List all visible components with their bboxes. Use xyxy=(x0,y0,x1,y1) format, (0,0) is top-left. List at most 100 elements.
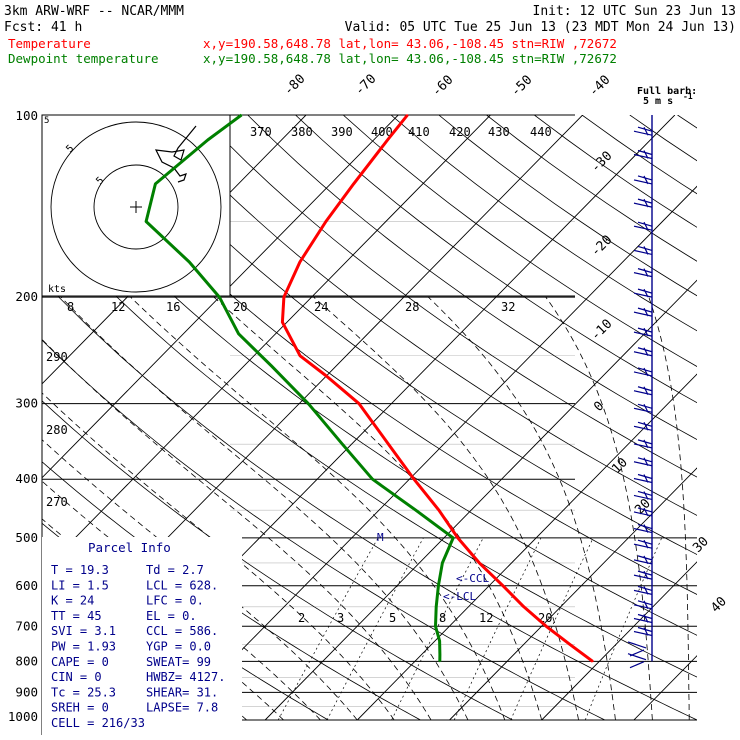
parcel-info-left: CELL = 216/33 xyxy=(51,716,145,730)
parcel-info-right: EL = 0. xyxy=(146,609,197,623)
isotherm xyxy=(449,467,697,721)
isotherm-label: -70 xyxy=(352,72,379,99)
theta-e-label: 390 xyxy=(331,125,353,139)
ccl-marker: <-CCL xyxy=(456,572,489,585)
temperature-point xyxy=(386,139,389,141)
pressure-tick-400: 400 xyxy=(15,471,38,486)
hodograph: 5 5 5 kts xyxy=(41,114,231,297)
wind-barb xyxy=(633,245,653,256)
dry-adiabat xyxy=(581,115,697,195)
wind-barb xyxy=(633,523,653,534)
wind-barb xyxy=(633,268,653,278)
mixing-ratio-upper-label: 16 xyxy=(166,300,180,314)
dry-adiabat xyxy=(342,115,697,367)
forecast-hour: Fcst: 41 h xyxy=(4,20,82,35)
temperature-point xyxy=(406,114,409,116)
isotherm xyxy=(172,185,697,721)
dewpoint-label: Dewpoint temperature xyxy=(8,51,159,66)
theta-e-label: 440 xyxy=(530,125,552,139)
wind-barb xyxy=(633,626,653,637)
parcel-info-right: SHEAR= 31. xyxy=(146,685,218,699)
wind-barb xyxy=(633,473,653,484)
wind-barb xyxy=(633,126,653,136)
wind-barb xyxy=(633,570,653,580)
hodograph-ring-outer xyxy=(50,121,222,293)
mixing-ratio-line xyxy=(277,537,379,721)
pressure-tick-300: 300 xyxy=(15,396,38,411)
mixing-ratio-upper-label: 32 xyxy=(501,300,515,314)
theta-e-label: 400 xyxy=(371,125,393,139)
isotherm xyxy=(633,655,697,721)
dewpoint-point xyxy=(341,443,344,446)
wind-barb xyxy=(633,585,653,595)
dewpoint-point xyxy=(371,478,374,481)
moist-adiabat xyxy=(42,338,432,721)
mixing-ratio-upper-label: 28 xyxy=(405,300,419,314)
wind-key-exponent: -1 xyxy=(683,92,693,101)
dry-adiabat xyxy=(151,115,697,516)
dewpoint-point xyxy=(240,114,243,116)
mixing-ratio-upper-label: 12 xyxy=(111,300,125,314)
wind-barb xyxy=(633,421,653,431)
parcel-info-right: LCL = 628. xyxy=(146,578,218,592)
temperature-point xyxy=(283,296,285,298)
parcel-info-left: SVI = 3.1 xyxy=(51,624,116,638)
dewpoint-point xyxy=(434,625,437,628)
chart-labels: 100 200 300 400 500 600 700 800 900 1000 -80 -70 -60… xyxy=(8,72,730,724)
dewpoint-point xyxy=(218,296,221,298)
dry-adiabat xyxy=(534,115,697,228)
dry-adiabat xyxy=(295,115,697,404)
dry-adiabat xyxy=(42,157,697,636)
temperature-profile xyxy=(280,114,594,663)
isotherm-label: -80 xyxy=(281,72,308,99)
dewpoint-point xyxy=(145,220,147,223)
mixing-ratio-upper-label: 8 xyxy=(67,300,74,314)
temperature-point xyxy=(413,478,415,481)
dewpoint-point xyxy=(435,606,438,608)
wind-barb xyxy=(633,367,653,377)
wind-barb xyxy=(633,490,653,501)
dewpoint-point xyxy=(452,537,455,539)
isotherm-label: 10 xyxy=(609,455,631,477)
temperature-point xyxy=(478,562,481,564)
pressure-tick-500: 500 xyxy=(15,530,38,545)
moist-adiabat xyxy=(60,296,469,721)
isotherm-label: 40 xyxy=(708,594,730,616)
isotherm-label: -10 xyxy=(588,317,615,344)
dry-adiabat xyxy=(247,115,697,440)
parcel-info-right: SWEAT= 99 xyxy=(146,655,211,669)
temperature-point xyxy=(502,585,504,587)
hodograph-trace xyxy=(154,125,197,183)
isotherm-label: -40 xyxy=(586,73,613,100)
lcl-marker: <-LCL xyxy=(443,590,476,603)
temperature-point xyxy=(438,509,440,512)
temperature-point xyxy=(281,321,284,324)
temperature-point xyxy=(352,183,355,185)
dry-adiabat xyxy=(677,115,697,129)
mixing-ratio-lower-label: 5 xyxy=(389,611,396,625)
wind-key-value: 5 m s xyxy=(643,96,673,107)
parcel-info-right: YGP = 0.0 xyxy=(146,640,211,654)
temperature-point xyxy=(523,606,525,608)
init-time: Init: 12 UTC Sun 23 Jun 13 xyxy=(533,4,737,19)
pressure-tick-600: 600 xyxy=(15,578,38,593)
wind-barb xyxy=(633,386,653,396)
wind-barb xyxy=(633,613,653,624)
dewpoint-location: x,y=190.58,648.78 lat,lon= 43.06,-108.45… xyxy=(203,51,617,66)
theta-e-label: 380 xyxy=(291,125,313,139)
mixing-ratio-lower-label: 3 xyxy=(337,611,344,625)
isotherm-label: -30 xyxy=(588,149,615,176)
wind-barb xyxy=(633,403,653,413)
dewpoint-point xyxy=(154,183,157,185)
theta-e-label: 430 xyxy=(488,125,510,139)
dewpoint-point xyxy=(415,509,417,512)
wind-barb xyxy=(633,307,653,317)
parcel-info-title: Parcel Info xyxy=(88,540,171,555)
moist-adiabat xyxy=(42,392,395,721)
parcel-info-right: CCL = 586. xyxy=(146,624,218,638)
dewpoint-point xyxy=(206,139,209,141)
isotherm xyxy=(726,115,740,720)
wind-barb xyxy=(633,175,653,185)
model-title: 3km ARW-WRF -- NCAR/MMM xyxy=(4,4,184,19)
